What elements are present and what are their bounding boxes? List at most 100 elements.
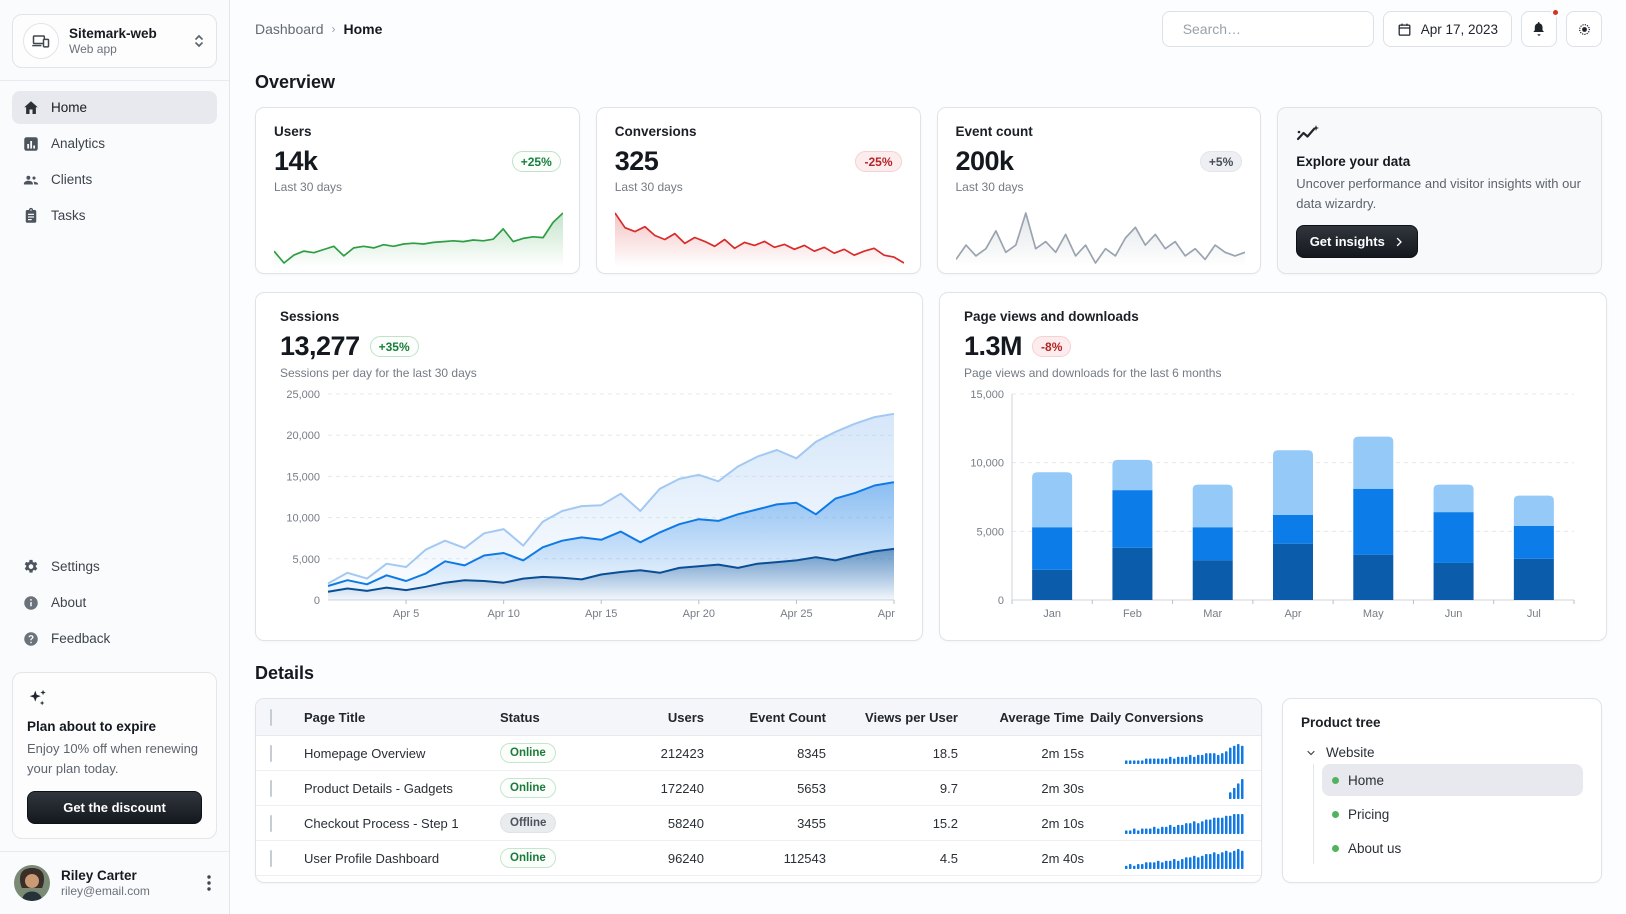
table-row: User Profile Dashboard Online 96240 1125… xyxy=(256,841,1261,876)
trend-chip: -8% xyxy=(1032,336,1072,357)
charts-grid: Sessions 13,277 +35% Sessions per day fo… xyxy=(255,292,1607,641)
status-chip-2: Offline xyxy=(500,813,557,833)
get-discount-button[interactable]: Get the discount xyxy=(27,791,202,824)
gear-icon xyxy=(24,559,38,573)
overview-heading: Overview xyxy=(255,72,336,92)
sidebar-item-about[interactable]: About xyxy=(12,586,217,619)
workspace-type: Web app xyxy=(69,42,117,56)
stat-label: Conversions xyxy=(614,124,697,139)
cell-event-count: 5653 xyxy=(797,780,826,796)
date-picker-button[interactable]: Apr 17, 2023 xyxy=(1382,11,1512,47)
insights-icon xyxy=(1297,125,1320,141)
stat-caption: Last 30 days xyxy=(274,180,343,194)
help-icon xyxy=(24,631,38,646)
tree-node-website[interactable]: Website xyxy=(1305,745,1583,760)
svg-text:10,000: 10,000 xyxy=(286,513,320,525)
stat-card-users: Users 14k +25% Last 30 days xyxy=(255,107,580,274)
trend-chip: +35% xyxy=(369,336,419,357)
svg-text:Apr 20: Apr 20 xyxy=(683,608,715,620)
unfold-icon xyxy=(192,33,206,49)
green-dot-icon xyxy=(1332,810,1339,818)
svg-text:5,000: 5,000 xyxy=(976,526,1004,538)
sidebar-item-tasks[interactable]: Tasks xyxy=(12,199,217,232)
product-tree-heading: Product tree xyxy=(1301,715,1381,730)
daily-conversions-sparkline xyxy=(1125,744,1244,764)
svg-text:Jun: Jun xyxy=(1445,608,1463,620)
tree-node-label: About us xyxy=(1348,840,1402,856)
svg-text:0: 0 xyxy=(998,595,1004,607)
select-all-checkbox[interactable] xyxy=(270,708,272,726)
svg-text:20,000: 20,000 xyxy=(286,430,320,442)
sidebar-item-settings[interactable]: Settings xyxy=(12,550,217,583)
sidebar-item-feedback[interactable]: Feedback xyxy=(12,622,217,655)
calendar-icon xyxy=(1398,23,1411,36)
sidebar: Sitemark-web Web app Home Analytics xyxy=(0,0,230,914)
topbar: Dashboard › Home Apr 17, 2023 xyxy=(255,0,1602,58)
chevron-down-icon xyxy=(1307,750,1315,755)
daily-conversions-sparkline xyxy=(1229,779,1244,799)
cell-page-title: Homepage Overview xyxy=(304,745,426,761)
svg-text:10,000: 10,000 xyxy=(970,458,1004,470)
workspace-selector-wrap: Sitemark-web Web app xyxy=(0,0,229,81)
promo-title: Plan about to expire xyxy=(27,719,157,734)
sidebar-item-clients[interactable]: Clients xyxy=(12,163,217,196)
workspace-name: Sitemark-web xyxy=(69,26,157,41)
sparkle-icon xyxy=(29,689,46,706)
explore-body: Uncover performance and visitor insights… xyxy=(1296,176,1581,211)
details-heading: Details xyxy=(255,663,315,683)
sidebar-item-label: Feedback xyxy=(51,631,111,646)
sidebar-item-analytics[interactable]: Analytics xyxy=(12,127,217,160)
cell-event-count: 112543 xyxy=(783,850,826,866)
trend-chip: +5% xyxy=(1199,151,1243,172)
daily-conversions-sparkline xyxy=(1125,814,1244,834)
svg-text:25,000: 25,000 xyxy=(286,389,320,401)
stats-grid: Users 14k +25% Last 30 days Conversions … xyxy=(255,107,1602,274)
tree-node-label: Home xyxy=(1348,772,1385,788)
table-row: Homepage Overview Online 212423 8345 18.… xyxy=(256,736,1261,771)
status-chip-3: Online xyxy=(500,848,556,868)
sidebar-item-home[interactable]: Home xyxy=(12,91,217,124)
tree-node-about-us[interactable]: About us xyxy=(1322,832,1583,864)
row-checkbox[interactable] xyxy=(270,814,272,832)
workspace-selector[interactable]: Sitemark-web Web app xyxy=(12,14,217,68)
sidebar-nav-top: Home Analytics Clients Tasks xyxy=(0,81,229,239)
cell-users: 212423 xyxy=(660,745,704,761)
col-header: Status xyxy=(500,709,540,725)
breadcrumb: Dashboard › Home xyxy=(255,21,382,37)
stat-value: 325 xyxy=(614,146,659,176)
col-header: Views per User xyxy=(865,709,958,725)
row-checkbox[interactable] xyxy=(270,744,272,762)
tree-node-pricing[interactable]: Pricing xyxy=(1322,798,1583,830)
search-box xyxy=(1161,11,1374,47)
pageviews-card: Page views and downloads 1.3M -8% Page v… xyxy=(939,292,1607,641)
notifications-button[interactable] xyxy=(1521,8,1560,47)
theme-toggle-button[interactable] xyxy=(1566,11,1602,47)
tree-node-home[interactable]: Home xyxy=(1322,764,1583,796)
col-header: Event Count xyxy=(749,709,826,725)
chart-caption: Page views and downloads for the last 6 … xyxy=(964,366,1222,380)
breadcrumb-current: Home xyxy=(343,21,383,37)
events-sparkline-chart xyxy=(955,212,1245,267)
cell-views-per-user: 18.5 xyxy=(932,745,958,761)
user-menu-button[interactable] xyxy=(203,871,215,895)
green-dot-icon xyxy=(1332,844,1339,852)
chart-value: 13,277 xyxy=(280,331,360,361)
stat-caption: Last 30 days xyxy=(614,180,683,194)
trend-chip: +25% xyxy=(511,151,561,172)
breadcrumb-dashboard[interactable]: Dashboard xyxy=(255,21,324,37)
row-checkbox[interactable] xyxy=(270,779,272,797)
promo-body: Enjoy 10% off when renewing your plan to… xyxy=(27,741,199,776)
sidebar-item-label: Tasks xyxy=(51,208,86,223)
row-checkbox[interactable] xyxy=(270,849,272,867)
chart-caption: Sessions per day for the last 30 days xyxy=(280,366,477,380)
status-chip-1: Online xyxy=(500,778,556,798)
search-input[interactable] xyxy=(1182,21,1364,37)
svg-text:Jul: Jul xyxy=(1527,608,1541,620)
get-insights-button[interactable]: Get insights xyxy=(1296,225,1419,258)
dots-vertical-icon xyxy=(207,875,211,891)
bell-icon xyxy=(1533,22,1544,36)
chevron-right-icon xyxy=(1396,237,1402,246)
cell-page-title: Checkout Process - Step 1 xyxy=(304,815,459,831)
chart-title: Sessions xyxy=(280,309,340,324)
chart-title: Page views and downloads xyxy=(964,309,1139,324)
